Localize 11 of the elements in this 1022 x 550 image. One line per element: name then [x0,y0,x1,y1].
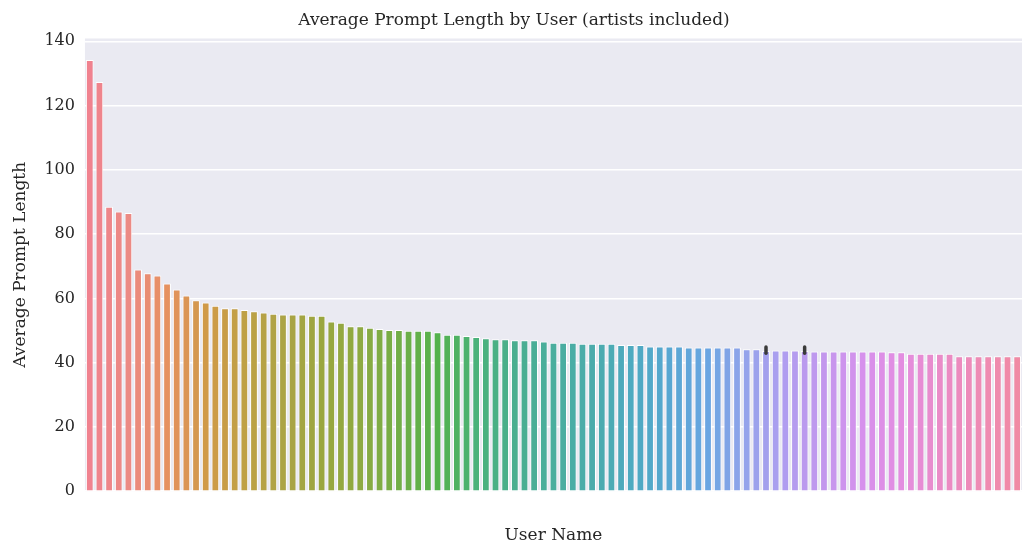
y-tick-label: 140 [44,30,75,50]
chart-title: Average Prompt Length by User (artists included) [297,8,730,29]
y-tick-label: 80 [54,223,75,243]
y-tick-label: 40 [54,351,75,371]
y-tick-label: 120 [44,94,75,114]
y-tick-label: 20 [54,416,75,436]
y-tick-label: 60 [54,287,75,307]
y-tick-label: 100 [44,158,75,178]
x-axis-title: User Name [504,524,603,545]
y-tick-label: 0 [64,480,75,500]
y-axis-title: Average Prompt Length [8,161,29,369]
